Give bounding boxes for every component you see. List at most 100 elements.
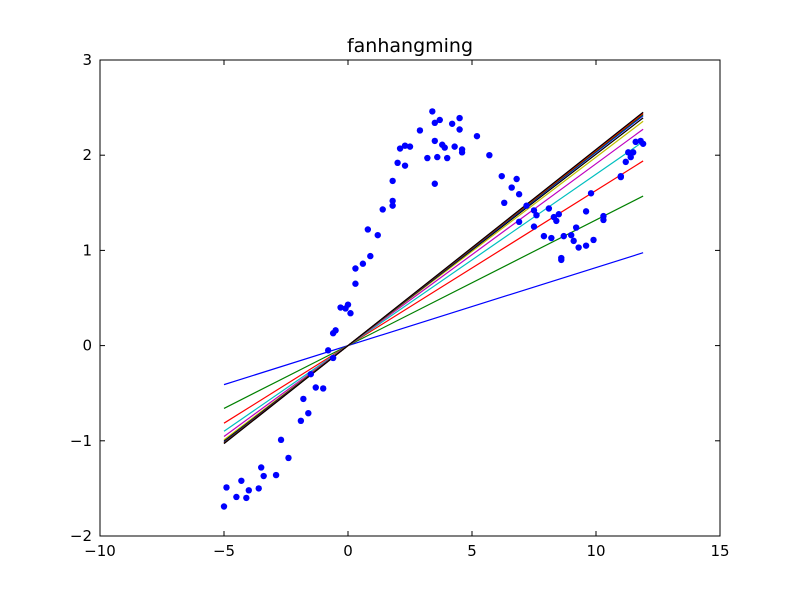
scatter-point-25 [347,310,354,317]
scatter-point-43 [429,108,436,115]
scatter-point-79 [568,231,575,239]
x-tick-label: −5 [213,542,235,560]
scatter-point-63 [513,175,520,183]
fit-line-4 [223,128,644,437]
scatter-point-74 [553,217,560,225]
scatter-point-90 [617,173,624,181]
scatter-point-40 [406,143,414,150]
scatter-point-67 [530,223,538,230]
fit-line-0 [223,252,644,386]
scatter-point-62 [508,184,515,191]
scatter-point-1 [223,484,230,491]
scatter-point-46 [431,180,438,187]
scatter-point-21 [332,327,339,334]
y-tick-label: 3 [82,51,92,69]
scatter-point-38 [401,162,409,169]
scatter-point-54 [456,126,463,133]
scatter-point-42 [424,154,431,162]
scatter-point-93 [627,153,634,161]
scatter-point-17 [320,385,327,392]
fit-line-1 [223,195,644,409]
scatter-point-53 [451,143,458,150]
y-tick-label: 2 [82,146,92,164]
scatter-point-91 [622,158,629,166]
scatter-point-69 [533,211,540,219]
scatter-point-60 [498,172,505,180]
scatter-point-95 [632,138,639,146]
scatter-point-68 [530,207,538,214]
scatter-point-59 [486,152,493,159]
scatter-point-48 [436,116,443,124]
y-tick-label: 0 [82,337,92,355]
scatter-point-70 [540,232,548,240]
scatter-point-82 [575,244,582,251]
fit-line-3 [223,141,644,432]
scatter-point-4 [243,494,250,502]
scatter-point-97 [639,140,647,147]
scatter-point-32 [379,206,386,213]
scatter-point-15 [307,370,314,378]
scatter-point-8 [260,472,267,480]
fit-lines-group [223,111,644,445]
scatter-point-41 [416,127,424,134]
scatter-point-0 [220,503,228,510]
scatter-point-30 [367,252,374,260]
scatter-point-51 [444,154,451,162]
scatter-point-64 [515,191,523,198]
scatter-points-group [220,108,647,510]
scatter-point-19 [329,354,337,362]
scatter-point-11 [285,454,292,462]
scatter-point-26 [352,280,359,287]
scatter-point-66 [523,202,530,209]
scatter-point-57 [458,146,466,153]
scatter-point-75 [555,211,562,218]
x-tick-label: 5 [467,542,477,560]
scatter-point-55 [456,114,463,122]
scatter-point-6 [255,485,262,492]
scatter-point-81 [572,224,580,231]
scatter-point-77 [560,232,567,240]
scatter-point-28 [359,260,367,267]
scatter-point-35 [389,177,396,185]
scatter-point-18 [324,347,332,354]
y-tick-label: −1 [70,432,92,450]
scatter-point-84 [582,242,590,249]
scatter-point-16 [312,384,319,391]
scatter-point-36 [394,159,401,167]
scatter-point-22 [337,304,344,311]
scatter-point-58 [473,132,481,140]
scatter-point-13 [300,395,307,403]
scatter-point-39 [401,142,409,149]
scatter-point-7 [258,464,265,471]
scatter-point-37 [396,145,404,152]
scatter-point-88 [600,216,607,224]
scatter-point-34 [389,197,396,205]
scatter-point-61 [501,199,508,206]
x-tick-label: 0 [343,542,353,560]
scatter-point-5 [245,487,252,494]
scatter-point-72 [548,234,555,242]
scatter-point-94 [630,149,637,156]
x-tick-label: −10 [84,542,116,560]
x-tick-label: 15 [710,542,729,560]
scatter-point-50 [441,144,448,151]
scatter-point-71 [545,205,553,212]
y-tick-label: 1 [82,241,92,259]
scatter-point-85 [587,190,595,197]
scatter-point-80 [570,237,577,245]
fit-line-2 [223,160,644,424]
scatter-point-29 [364,226,372,233]
y-tick-label: −2 [70,527,92,545]
scatter-point-9 [272,471,280,479]
scatter-point-65 [515,218,523,226]
scatter-point-92 [625,149,632,156]
scatter-point-31 [374,231,381,239]
scatter-point-10 [277,436,285,444]
scatter-point-2 [233,493,240,501]
x-tick-label: 10 [586,542,605,560]
scatter-point-33 [389,202,396,209]
scatter-point-45 [431,137,438,145]
